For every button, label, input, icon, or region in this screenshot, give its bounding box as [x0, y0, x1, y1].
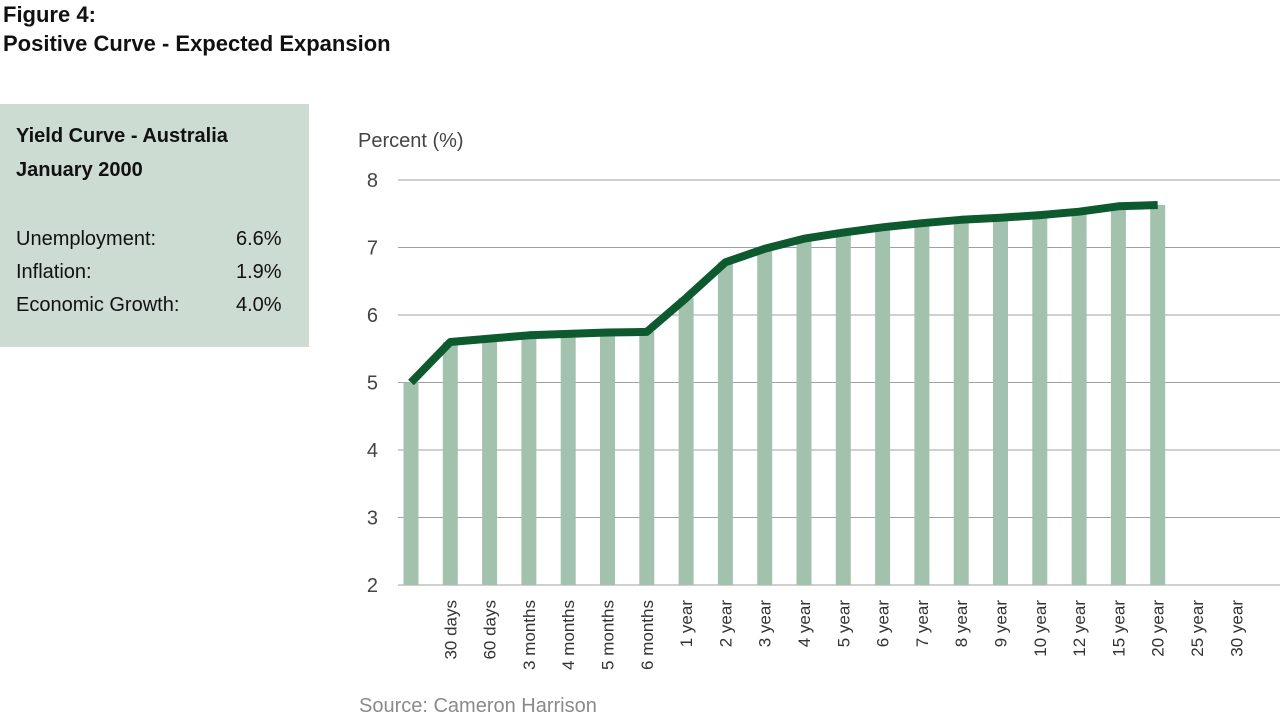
info-box — [0, 104, 309, 347]
x-tick-label: 3 months — [520, 600, 539, 670]
stat-label-inflation: Inflation: — [16, 261, 92, 283]
bar — [1110, 206, 1126, 585]
bar — [1150, 204, 1166, 585]
stat-value-inflation: 1.9% — [236, 261, 282, 283]
figure-label: Figure 4: — [3, 2, 96, 27]
bar — [796, 238, 812, 585]
x-tick-label: 3 year — [756, 600, 775, 648]
x-tick-label: 25 year — [1188, 600, 1207, 657]
bar — [1071, 211, 1087, 585]
bar — [757, 248, 773, 585]
y-tick-label: 4 — [367, 440, 378, 462]
y-tick-label: 7 — [367, 238, 378, 260]
x-tick-label: 6 months — [638, 600, 657, 670]
x-tick-label: 7 year — [913, 600, 932, 648]
yield-curve-line — [408, 201, 1158, 386]
y-tick-label: 5 — [367, 373, 378, 395]
bar — [717, 262, 733, 585]
x-tick-label: 15 year — [1109, 600, 1128, 657]
stat-value-growth: 4.0% — [236, 294, 282, 316]
bar — [442, 342, 458, 585]
x-tick-label: 20 year — [1149, 600, 1168, 657]
y-tick-label: 3 — [367, 508, 378, 530]
bar — [639, 331, 655, 585]
x-tick-label: 30 days — [441, 600, 460, 660]
x-tick-label: 5 year — [834, 600, 853, 648]
bar — [560, 333, 576, 585]
info-box-title: Yield Curve - Australia — [16, 125, 228, 147]
stat-value-unemployment: 6.6% — [236, 228, 282, 250]
figure-heading: Positive Curve - Expected Expansion — [3, 31, 391, 56]
x-tick-label: 4 months — [559, 600, 578, 670]
y-tick-label: 6 — [367, 305, 378, 327]
bar — [600, 332, 615, 585]
bar — [993, 217, 1008, 586]
source-note: Source: Cameron Harrison — [359, 695, 597, 717]
x-tick-label: 12 year — [1070, 600, 1089, 657]
x-tick-label: 10 year — [1031, 600, 1050, 657]
stat-label-unemployment: Unemployment: — [16, 228, 157, 250]
bar — [835, 232, 851, 585]
stat-label-growth: Economic Growth: — [16, 294, 180, 316]
bar — [678, 298, 694, 585]
bar — [875, 227, 891, 585]
bar — [403, 382, 419, 585]
bar — [1032, 215, 1048, 585]
x-tick-label: 30 year — [1227, 600, 1246, 657]
bar — [482, 338, 498, 585]
x-tick-label: 5 months — [599, 600, 618, 670]
x-tick-label: 2 year — [716, 600, 735, 648]
y-tick-label: 8 — [367, 170, 378, 192]
y-tick-label: 2 — [367, 575, 378, 597]
figure-title: Figure 4: Positive Curve - Expected Expa… — [3, 0, 391, 58]
x-tick-label: 1 year — [677, 600, 696, 648]
x-tick-label: 9 year — [992, 600, 1011, 648]
x-tick-label: 8 year — [952, 600, 971, 648]
bar — [914, 223, 930, 585]
y-axis-label: Percent (%) — [358, 130, 464, 152]
x-tick-label: 6 year — [874, 600, 893, 648]
info-box-date: January 2000 — [16, 159, 143, 181]
x-tick-label: 4 year — [795, 600, 814, 648]
x-tick-label: 60 days — [481, 600, 500, 660]
bar — [521, 335, 537, 585]
bar — [953, 219, 969, 585]
